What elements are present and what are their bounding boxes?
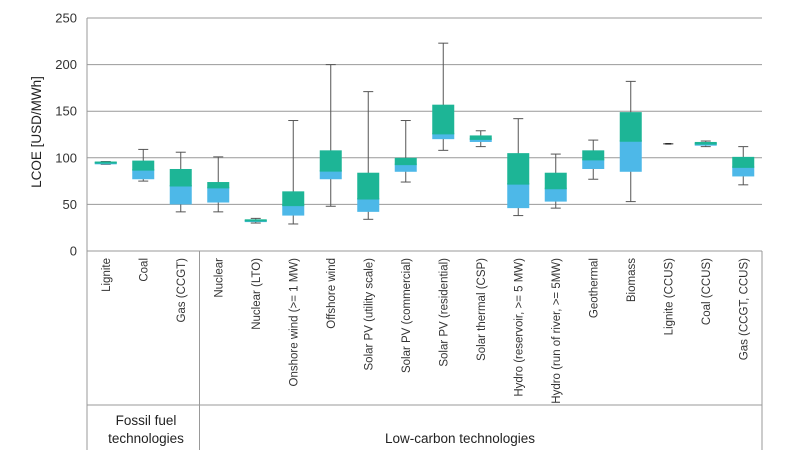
- box-upper: [132, 160, 155, 170]
- group-label-fossil-line1: Fossil fuel: [116, 413, 177, 428]
- group-label-low-carbon: Low-carbon technologies: [385, 431, 535, 446]
- box-lower: [132, 169, 155, 180]
- y-tick-label: 50: [63, 197, 77, 212]
- box-upper: [282, 191, 305, 206]
- box-lower: [169, 185, 192, 205]
- box-upper: [469, 135, 492, 140]
- category-label: Hydro (run of river, >= 5MW): [551, 258, 563, 404]
- group-label-fossil-line2: technologies: [108, 431, 184, 446]
- y-tick-label: 100: [55, 150, 77, 165]
- box-upper: [544, 172, 567, 189]
- box-upper: [394, 157, 417, 165]
- box-lower: [282, 205, 305, 216]
- y-axis-label: LCOE [USD/MWh]: [29, 76, 44, 188]
- category-labels: Lignite Coal Gas (CCGT) Nuclear Nuclear (LTO…: [101, 258, 751, 404]
- category-label: Lignite: [101, 258, 113, 292]
- y-tick-label: 0: [70, 244, 77, 259]
- category-label: Biomass: [626, 258, 638, 302]
- category-label: Solar PV (commercial): [401, 258, 413, 373]
- category-label: Offshore wind: [326, 258, 338, 329]
- gridlines: [87, 17, 762, 252]
- box-upper: [432, 104, 455, 134]
- box-plots: [94, 42, 755, 225]
- category-label: Coal (CCUS): [701, 258, 713, 325]
- box-lower: [319, 170, 342, 180]
- box-upper: [319, 150, 342, 171]
- category-label: Gas (CCGT, CCUS): [738, 258, 750, 360]
- category-label: Solar PV (residential): [438, 258, 450, 367]
- y-tick-labels: 0 50 100 150 200 250: [55, 11, 77, 259]
- box-lower: [582, 159, 605, 169]
- box-lower: [619, 141, 642, 172]
- box-upper: [507, 153, 530, 184]
- category-label: Gas (CCGT): [176, 258, 188, 323]
- category-label: Solar thermal (CSP): [476, 258, 488, 361]
- y-tick-label: 150: [55, 104, 77, 119]
- box-lower: [394, 164, 417, 172]
- box-lower: [732, 167, 755, 177]
- y-tick-label: 250: [55, 11, 77, 26]
- box-lower: [207, 187, 230, 203]
- category-label: Lignite (CCUS): [663, 258, 675, 335]
- y-tick-label: 200: [55, 57, 77, 72]
- box-upper: [207, 182, 230, 188]
- box-upper: [732, 156, 755, 168]
- box-upper: [169, 168, 192, 186]
- box-upper: [357, 172, 380, 199]
- group-separators: [86, 18, 763, 450]
- box-lower: [469, 139, 492, 142]
- category-label: Hydro (reservoir, >= 5 MW): [513, 258, 525, 397]
- box-upper: [619, 112, 642, 142]
- box-upper: [694, 141, 717, 144]
- category-label: Onshore wind (>= 1 MW): [288, 258, 300, 387]
- box-lower: [544, 188, 567, 202]
- category-label: Geothermal: [588, 258, 600, 318]
- box-upper: [582, 150, 605, 160]
- box-lower: [432, 133, 455, 140]
- category-label: Nuclear (LTO): [251, 258, 263, 330]
- category-label: Solar PV (utility scale): [363, 258, 375, 371]
- box-lower: [507, 183, 530, 209]
- box-lower: [357, 198, 380, 212]
- box-lower: [694, 143, 717, 146]
- category-label: Nuclear: [213, 258, 225, 298]
- category-label: Coal: [138, 258, 150, 282]
